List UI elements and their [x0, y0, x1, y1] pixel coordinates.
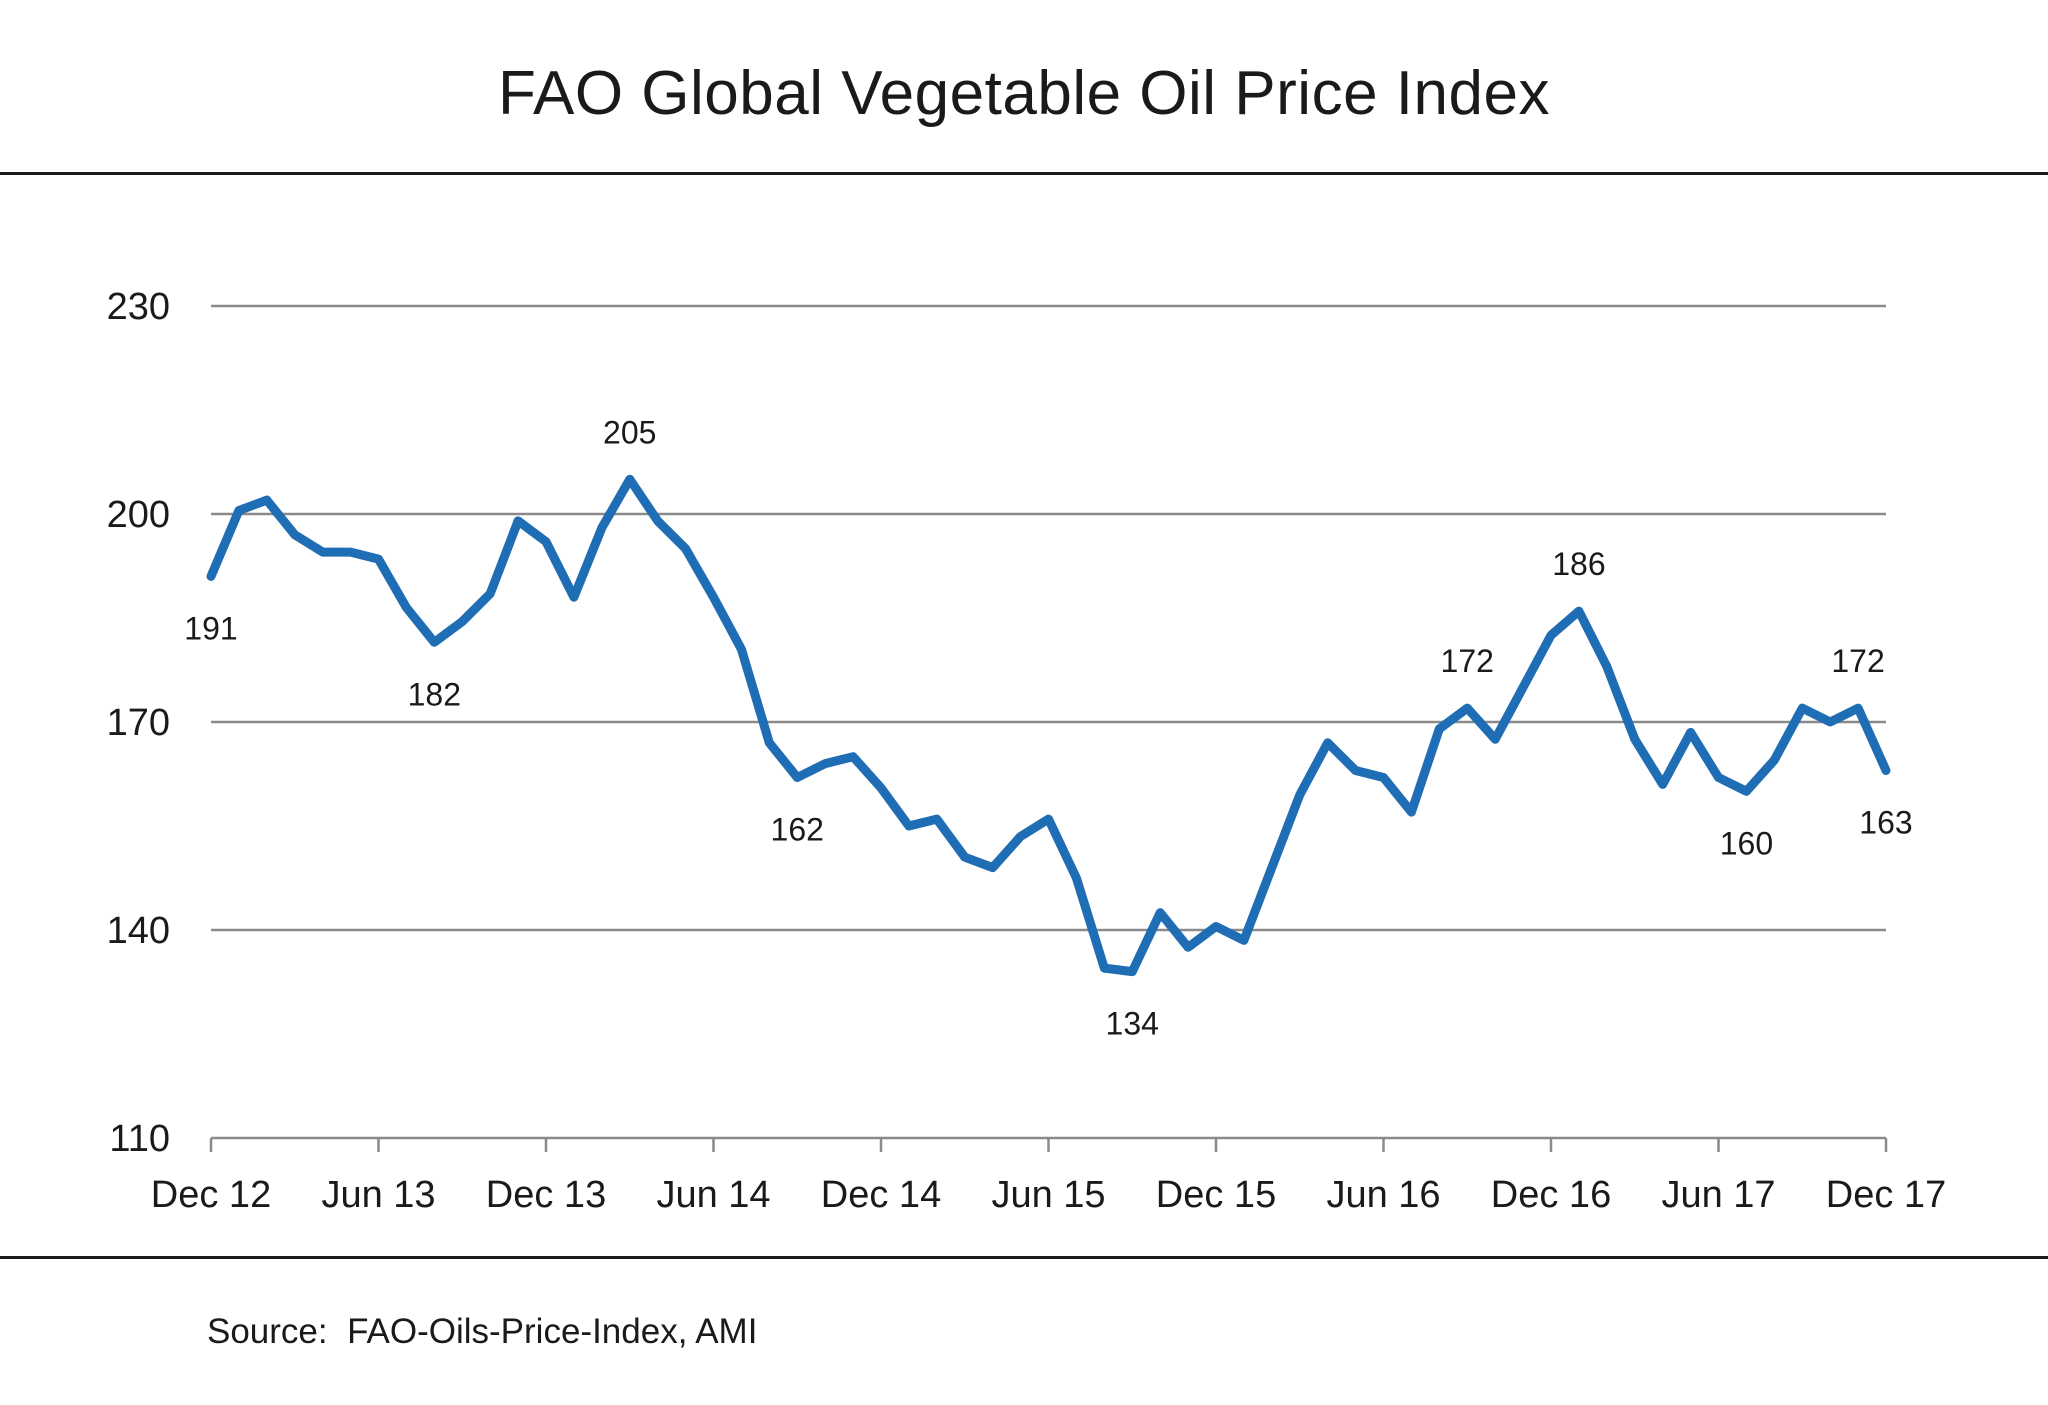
x-tick-label: Dec 12 [151, 1174, 271, 1216]
series-line [206, 474, 1891, 977]
x-tick-label: Dec 15 [1156, 1174, 1276, 1216]
chart-title: FAO Global Vegetable Oil Price Index [498, 59, 1550, 128]
data-label: 182 [408, 676, 461, 712]
series-layer [206, 474, 1891, 977]
x-tick-label: Dec 16 [1491, 1174, 1611, 1216]
data-label: 205 [603, 414, 656, 450]
bottom-rule [0, 1256, 2048, 1259]
data-labels: 191 182 205 162 134 172 186 160 172 163 [184, 414, 1912, 1041]
data-label: 162 [771, 811, 824, 847]
source-note: Source: FAO-Oils-Price-Index, AMI [207, 1312, 758, 1351]
y-tick-label: 230 [107, 286, 170, 328]
data-label: 186 [1552, 546, 1605, 582]
data-label: 134 [1106, 1006, 1159, 1042]
x-tick-label: Dec 13 [486, 1174, 606, 1216]
y-tick-label: 140 [107, 910, 170, 952]
data-label: 172 [1441, 643, 1494, 679]
x-tick-label: Jun 14 [656, 1174, 770, 1216]
x-tick-label: Dec 14 [821, 1174, 941, 1216]
x-axis [209, 1136, 1888, 1152]
gridlines [211, 304, 1886, 932]
data-label: 191 [184, 610, 237, 646]
x-axis-tick-labels: Dec 12 Jun 13 Dec 13 Jun 14 Dec 14 Jun 15 Dec … [151, 1174, 1946, 1216]
y-tick-label: 170 [107, 702, 170, 744]
x-tick-label: Jun 13 [321, 1174, 435, 1216]
data-label: 160 [1720, 825, 1773, 861]
x-tick-label: Jun 17 [1661, 1174, 1775, 1216]
x-tick-label: Jun 15 [991, 1174, 1105, 1216]
y-tick-label: 200 [107, 494, 170, 536]
top-rule [0, 172, 2048, 175]
x-tick-label: Jun 16 [1326, 1174, 1440, 1216]
data-label: 172 [1831, 643, 1884, 679]
x-tick-label: Dec 17 [1826, 1174, 1946, 1216]
y-tick-label: 110 [109, 1118, 170, 1160]
y-axis-tick-labels: 110 140 170 200 230 [107, 286, 170, 1160]
data-label: 163 [1859, 805, 1912, 841]
